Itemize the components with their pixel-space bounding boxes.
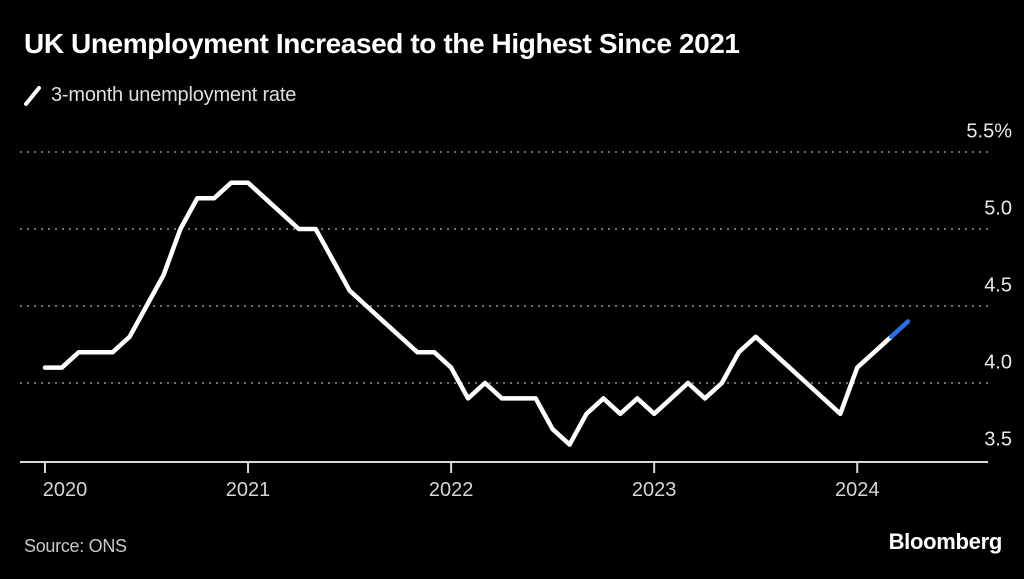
x-axis-label: 2021: [225, 479, 271, 501]
source-note: Source: ONS: [24, 536, 127, 556]
y-axis-label: 5.5%: [966, 120, 1012, 143]
legend-series-label: 3-month unemployment rate: [51, 84, 297, 106]
unemployment-rate-line: [42, 180, 894, 447]
y-axis-label: 4.0: [984, 351, 1012, 374]
x-axis-label: 2022: [428, 479, 474, 501]
chart-title: UK Unemployment Increased to the Highest…: [24, 28, 740, 59]
x-axis-label: 2023: [631, 479, 677, 501]
y-axis-label: 5.0: [984, 197, 1012, 220]
line-sample-slash-icon: [24, 85, 41, 106]
bloomberg-logo: Bloomberg: [888, 529, 1003, 554]
chart-legend: 3-month unemployment rate: [24, 84, 296, 107]
y-axis-label: 4.5: [984, 274, 1012, 297]
x-axis-label: 2020: [42, 479, 88, 501]
y-axis-label: 3.5: [984, 428, 1012, 451]
x-axis-label: 2024: [834, 479, 880, 501]
latest-move-highlight-segment: [888, 319, 911, 340]
